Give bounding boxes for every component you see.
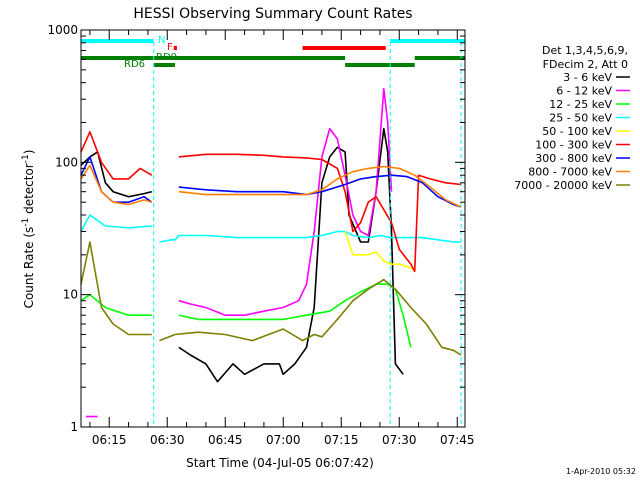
series-line	[178, 165, 462, 208]
legend-label: 100 - 300 keV	[535, 139, 612, 152]
series-line	[80, 293, 152, 317]
x-tick-label: 07:00	[266, 433, 301, 447]
legend-label: 12 - 25 keV	[549, 98, 612, 111]
series-line	[80, 214, 152, 232]
y-tick-label: 100	[55, 155, 78, 169]
legend: Det 1,3,4,5,6,9, FDecim 2, Att 0 3 - 6 k…	[514, 44, 630, 192]
y-axis-label: Count Rate (s-1 detector-1)	[21, 150, 36, 309]
legend-label: 25 - 50 keV	[549, 112, 612, 125]
legend-label: 300 - 800 keV	[535, 152, 612, 165]
chart-title: HESSI Observing Summary Count Rates	[133, 6, 412, 22]
marker-lines	[153, 42, 462, 427]
y-axis: 1 10 100 1000	[47, 23, 465, 434]
y-tick-label: 1	[70, 420, 78, 434]
series-line	[80, 164, 153, 206]
series-line	[178, 87, 393, 317]
x-tick-label: 06:15	[92, 433, 127, 447]
legend-label: 3 - 6 keV	[563, 71, 612, 84]
y-tick-label: 1000	[47, 23, 78, 37]
series-line	[159, 230, 462, 243]
series-line	[178, 153, 462, 273]
footer-timestamp: 1-Apr-2010 05:32	[566, 467, 636, 476]
legend-label: 7000 - 20000 keV	[514, 179, 612, 192]
legend-header-line-2: FDecim 2, Att 0	[543, 58, 628, 71]
series-lines	[80, 87, 462, 418]
x-tick-label: 06:30	[150, 433, 185, 447]
x-axis-label: Start Time (04-Jul-05 06:07:42)	[186, 456, 374, 470]
y-tick-label: 10	[63, 288, 78, 302]
plot-frame	[80, 29, 466, 428]
flag-label: RD0	[156, 52, 177, 63]
series-line	[159, 278, 462, 356]
legend-header-line-1: Det 1,3,4,5,6,9,	[542, 44, 628, 57]
series-line	[178, 127, 404, 383]
x-tick-label: 06:45	[208, 433, 243, 447]
x-tick-label: 07:15	[324, 433, 359, 447]
flag-label: RD6	[124, 59, 145, 70]
legend-label: 6 - 12 keV	[556, 85, 612, 98]
x-tick-label: 07:30	[382, 433, 417, 447]
legend-label: 50 - 100 keV	[542, 125, 612, 138]
x-tick-label: 07:45	[440, 433, 475, 447]
series-line	[344, 231, 416, 272]
series-line	[178, 174, 462, 208]
series-line	[80, 241, 152, 336]
flag-label: N	[158, 35, 165, 46]
series-line	[80, 131, 153, 180]
flag-label: F	[167, 42, 173, 53]
legend-label: 800 - 7000 keV	[528, 166, 612, 179]
x-axis: 06:15 06:30 06:45 07:00 07:15 07:30 07:45	[89, 30, 475, 447]
series-line	[80, 151, 152, 198]
